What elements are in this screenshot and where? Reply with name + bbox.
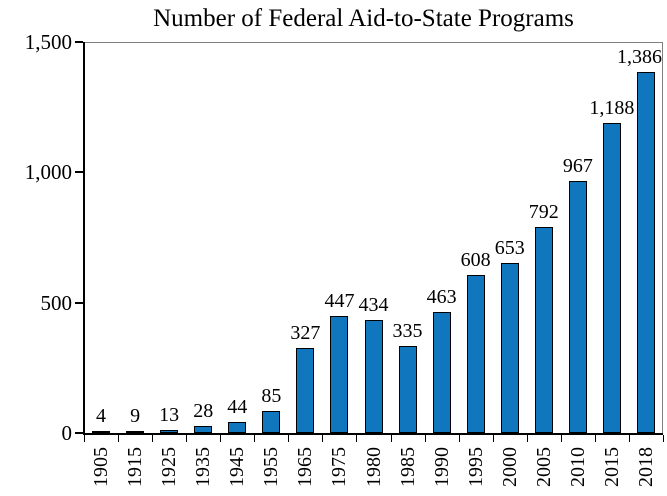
x-axis-tick xyxy=(663,435,664,442)
x-axis-category-label: 1915 xyxy=(124,447,147,487)
x-axis-tick xyxy=(425,435,426,442)
x-axis-tick xyxy=(459,435,460,442)
bar-value-label: 4 xyxy=(96,405,107,427)
bar-value-label: 608 xyxy=(460,249,491,271)
x-axis-tick xyxy=(561,435,562,442)
bar xyxy=(466,275,485,433)
x-axis-category-label: 2005 xyxy=(532,447,555,487)
bar xyxy=(398,346,417,433)
bar-value-label: 434 xyxy=(358,294,389,316)
bar-value-label: 653 xyxy=(494,237,525,259)
bar-value-label: 44 xyxy=(227,396,248,418)
x-axis-tick xyxy=(152,435,153,442)
bar xyxy=(262,411,281,433)
x-axis-tick xyxy=(595,435,596,442)
bar xyxy=(534,227,553,433)
x-axis-category-label: 2000 xyxy=(498,447,521,487)
x-axis-category-label: 1975 xyxy=(328,447,351,487)
y-axis-tick xyxy=(75,171,83,174)
y-axis-tick xyxy=(75,301,83,304)
y-axis-tick-label: 500 xyxy=(40,290,73,315)
bar xyxy=(92,431,111,433)
x-axis-tick xyxy=(493,435,494,442)
bar-value-label: 792 xyxy=(528,201,559,223)
bar-value-label: 335 xyxy=(392,320,423,342)
bar-value-label: 85 xyxy=(261,385,282,407)
bar-value-label: 967 xyxy=(562,155,593,177)
x-axis-tick xyxy=(629,435,630,442)
bar xyxy=(636,72,655,433)
x-axis-tick xyxy=(527,435,528,442)
y-axis-line xyxy=(83,42,85,435)
x-axis-category-label: 1955 xyxy=(260,447,283,487)
x-axis-category-label: 2015 xyxy=(600,447,623,487)
bar xyxy=(126,431,145,433)
x-axis-category-label: 1935 xyxy=(192,447,215,487)
bar xyxy=(296,348,315,433)
x-axis-tick xyxy=(254,435,255,442)
bar-value-label: 28 xyxy=(193,400,214,422)
bar-value-label: 327 xyxy=(290,322,321,344)
x-axis-tick xyxy=(118,435,119,442)
y-axis-tick xyxy=(75,432,83,434)
bar-value-label: 9 xyxy=(130,405,141,427)
bar-value-label: 1,386 xyxy=(617,46,662,68)
x-axis-category-label: 1985 xyxy=(396,447,419,487)
y-axis-tick-label: 1,500 xyxy=(24,30,72,54)
y-axis-tick xyxy=(75,41,83,43)
x-axis-category-label: 1965 xyxy=(294,447,317,487)
bar xyxy=(160,430,179,433)
x-axis-category-label: 1905 xyxy=(90,447,113,487)
y-axis-tick-label: 1,000 xyxy=(24,160,72,185)
x-axis-tick xyxy=(288,435,289,442)
bar-value-label: 1,188 xyxy=(589,97,635,119)
x-axis-tick xyxy=(186,435,187,442)
x-axis-category-label: 1995 xyxy=(464,447,487,487)
x-axis-category-label: 2018 xyxy=(634,447,657,487)
bar xyxy=(194,426,213,433)
x-axis-category-label: 2010 xyxy=(566,447,589,487)
x-axis-tick xyxy=(391,435,392,442)
x-axis-tick xyxy=(220,435,221,442)
y-axis-tick-label: 0 xyxy=(61,421,73,445)
bar xyxy=(330,316,349,433)
bar-value-label: 447 xyxy=(324,290,355,312)
bar-value-label: 13 xyxy=(159,404,180,426)
x-axis-line xyxy=(83,433,663,435)
bar xyxy=(500,263,519,433)
bar xyxy=(568,181,587,433)
bar xyxy=(228,422,247,433)
x-axis-tick xyxy=(356,435,357,442)
bar-value-label: 463 xyxy=(426,286,457,308)
bar xyxy=(432,312,451,433)
x-axis-tick xyxy=(84,435,85,442)
bar xyxy=(602,123,621,433)
x-axis-category-label: 1990 xyxy=(430,447,453,487)
x-axis-tick xyxy=(322,435,323,442)
chart-title: Number of Federal Aid-to-State Programs xyxy=(153,5,574,32)
x-axis-category-label: 1925 xyxy=(158,447,181,487)
x-axis-category-label: 1980 xyxy=(362,447,385,487)
bar xyxy=(364,320,383,433)
x-axis-category-label: 1945 xyxy=(226,447,249,487)
